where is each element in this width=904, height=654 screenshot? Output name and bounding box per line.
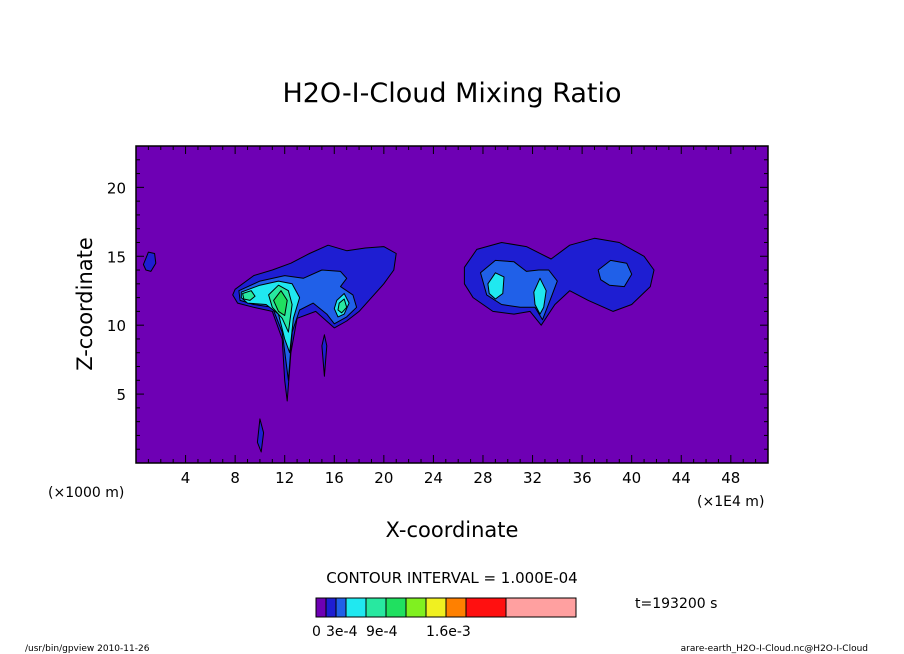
contour-region-14: [321, 334, 328, 377]
x-tick-label: 24: [424, 469, 443, 487]
x-tick-label: 48: [721, 469, 740, 487]
x-axis-label: X-coordinate: [386, 518, 519, 542]
contour-interval-label: CONTOUR INTERVAL = 1.000E-04: [326, 569, 577, 587]
x-tick-label: 16: [325, 469, 344, 487]
contour-region-4: [273, 290, 288, 316]
plot-frame: [135, 145, 769, 464]
y-tick-label: 5: [116, 386, 126, 404]
x-unit-left: (×1000 m): [48, 485, 124, 501]
contour-region-12: [597, 259, 633, 288]
x-tick-label: 36: [573, 469, 592, 487]
x-tick-label: 32: [523, 469, 542, 487]
colorbar: [315, 597, 577, 618]
colorbar-swatch-8: [445, 597, 467, 618]
y-tick-label: 15: [107, 248, 126, 266]
colorbar-swatch-2: [335, 597, 347, 618]
colorbar-label: 9e-4: [366, 624, 398, 640]
footer-right: arare-earth_H2O-I-Cloud.nc@H2O-I-Cloud: [681, 644, 868, 654]
time-label: t=193200 s: [635, 596, 717, 612]
colorbar-swatch-6: [405, 597, 427, 618]
y-tick-label: 10: [107, 317, 126, 335]
chart-title: H2O-I-Cloud Mixing Ratio: [282, 78, 621, 109]
x-tick-label: 8: [230, 469, 240, 487]
x-tick-label: 4: [181, 469, 191, 487]
colorbar-swatch-9: [465, 597, 507, 618]
colorbar-swatch-5: [385, 597, 407, 618]
colorbar-swatch-0: [315, 597, 327, 618]
colorbar-swatch-4: [365, 597, 387, 618]
contour-regions: [142, 237, 655, 453]
y-axis-label: Z-coordinate: [73, 237, 97, 371]
x-tick-label: 28: [473, 469, 492, 487]
plot-background: [136, 146, 768, 463]
x-tick-label: 12: [275, 469, 294, 487]
x-tick-label: 44: [672, 469, 691, 487]
colorbar-swatch-10: [505, 597, 577, 618]
colorbar-label: 0: [312, 624, 321, 640]
colorbar-label: 3e-4: [326, 624, 358, 640]
y-tick-label: 20: [107, 179, 126, 197]
colorbar-labels: 0 3e-4 9e-4 1.6e-3: [312, 624, 471, 640]
x-unit-right: (×1E4 m): [697, 494, 764, 510]
colorbar-swatch-1: [325, 597, 337, 618]
contour-region-10: [487, 272, 505, 300]
contour-region-11: [533, 277, 547, 315]
x-tick-label: 40: [622, 469, 641, 487]
contour-region-15: [256, 418, 265, 453]
footer-left: /usr/bin/gpview 2010-11-26: [25, 644, 150, 654]
contour-region-7: [337, 298, 348, 314]
x-tick-label: 20: [374, 469, 393, 487]
colorbar-label: 1.6e-3: [426, 624, 471, 640]
colorbar-swatch-3: [345, 597, 367, 618]
contour-region-5: [242, 290, 256, 301]
colorbar-swatch-7: [425, 597, 447, 618]
contour-region-13: [142, 251, 157, 272]
